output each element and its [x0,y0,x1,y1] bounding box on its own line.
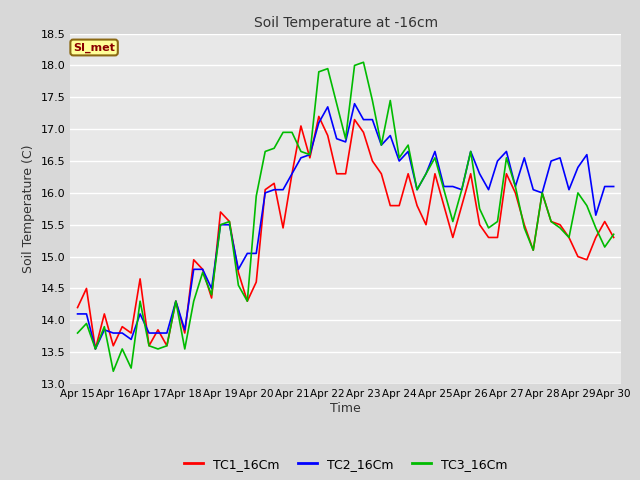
Text: SI_met: SI_met [73,42,115,53]
Y-axis label: Soil Temperature (C): Soil Temperature (C) [22,144,35,273]
X-axis label: Time: Time [330,402,361,415]
Title: Soil Temperature at -16cm: Soil Temperature at -16cm [253,16,438,30]
Legend: TC1_16Cm, TC2_16Cm, TC3_16Cm: TC1_16Cm, TC2_16Cm, TC3_16Cm [179,453,512,476]
